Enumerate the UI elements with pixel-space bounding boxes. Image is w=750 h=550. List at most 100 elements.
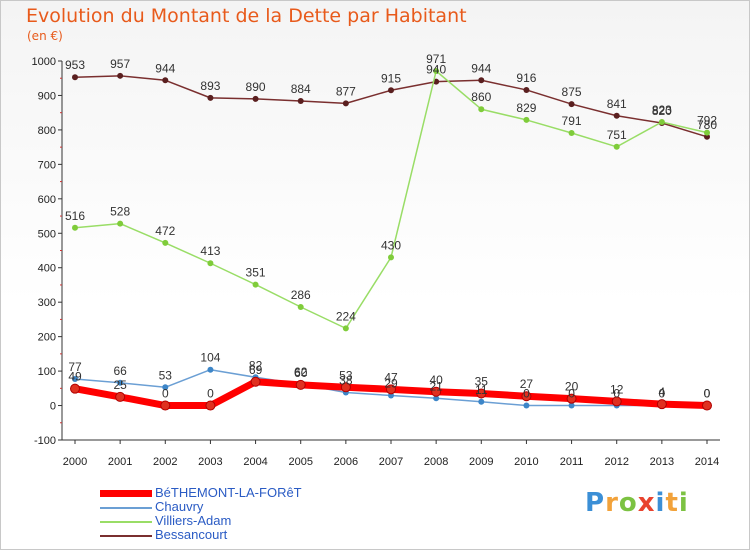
- data-label: 953: [65, 58, 85, 72]
- data-point: [568, 402, 575, 409]
- legend-label-bessancourt: Bessancourt: [155, 527, 228, 542]
- data-point: [162, 384, 169, 391]
- data-label: 11: [475, 383, 488, 397]
- data-label: 860: [471, 90, 491, 104]
- x-tick-label: 2013: [650, 456, 674, 468]
- data-label: 62: [294, 365, 308, 379]
- data-label: 971: [426, 52, 446, 66]
- logo-letter: r: [605, 488, 619, 518]
- data-label: 351: [246, 266, 266, 280]
- data-point: [72, 224, 78, 231]
- data-label: 224: [336, 309, 356, 323]
- data-point: [252, 95, 259, 102]
- logo-letter: i: [678, 488, 689, 518]
- data-point: [250, 376, 261, 387]
- logo-letter: o: [618, 488, 638, 518]
- data-point: [342, 100, 349, 107]
- y-tick-label: 300: [38, 297, 56, 309]
- data-point: [656, 399, 667, 410]
- chart-subtitle: (en €): [27, 29, 63, 43]
- data-point: [704, 133, 710, 140]
- data-label: 4: [659, 385, 666, 399]
- chart-legend: BéTHEMONT-LA-FORêT Chauvry Villiers-Adam…: [100, 485, 360, 542]
- data-point: [523, 86, 530, 93]
- data-label: 27: [520, 377, 534, 391]
- x-tick-label: 2010: [514, 456, 538, 468]
- data-point: [568, 101, 575, 108]
- data-label: 893: [200, 79, 220, 93]
- data-label: 940: [426, 63, 446, 77]
- data-label: 0: [704, 387, 711, 401]
- data-label: 780: [697, 118, 717, 132]
- data-label: 286: [291, 288, 311, 302]
- data-label: 40: [429, 373, 443, 387]
- x-tick-label: 2012: [604, 456, 628, 468]
- y-tick-label: 1000: [32, 56, 56, 68]
- y-tick-label: 700: [38, 159, 56, 171]
- data-label: 841: [607, 97, 627, 111]
- data-point: [205, 400, 216, 411]
- x-tick-label: 2000: [63, 456, 87, 468]
- data-label: 413: [200, 244, 220, 258]
- y-tick-label: 800: [38, 125, 56, 137]
- legend-label-bethemont: BéTHEMONT-LA-FORêT: [155, 485, 302, 500]
- data-label: 29: [384, 377, 398, 391]
- legend-item-villiers-adam: Villiers-Adam: [100, 513, 360, 528]
- y-tick-label: 900: [38, 90, 56, 102]
- data-point: [478, 77, 485, 84]
- data-point: [340, 382, 351, 393]
- data-label: 104: [200, 351, 220, 365]
- data-point: [297, 304, 304, 311]
- data-point: [117, 72, 124, 79]
- data-point: [566, 393, 577, 404]
- data-label: 0: [704, 387, 711, 401]
- y-tick-label: 400: [38, 263, 56, 275]
- data-point: [613, 112, 620, 119]
- data-label: 12: [610, 382, 624, 396]
- data-label: 69: [249, 363, 263, 377]
- data-point: [611, 396, 622, 407]
- logo-letter: x: [637, 488, 656, 518]
- y-tick-label: 500: [38, 228, 56, 240]
- data-point: [478, 106, 485, 113]
- x-tick-label: 2011: [560, 456, 584, 468]
- data-point: [388, 254, 394, 261]
- data-label: 20: [565, 380, 579, 394]
- data-label: 77: [68, 360, 82, 374]
- data-point: [478, 398, 485, 405]
- y-tick-label: 200: [38, 332, 56, 344]
- data-point: [521, 391, 532, 402]
- y-tick-label: -100: [34, 435, 56, 447]
- data-label: 0: [659, 387, 666, 401]
- logo-letter: t: [665, 488, 679, 518]
- data-label: 751: [607, 128, 627, 142]
- data-label: 875: [562, 85, 582, 99]
- data-label: 47: [384, 370, 398, 384]
- data-label: 877: [336, 84, 356, 98]
- data-point: [252, 281, 259, 288]
- data-label: 472: [155, 224, 175, 238]
- data-point: [568, 130, 575, 137]
- data-point: [207, 260, 214, 267]
- legend-swatch-bethemont: [100, 490, 152, 497]
- data-point: [117, 379, 124, 386]
- x-tick-label: 2002: [153, 456, 177, 468]
- legend-label-villiers-adam: Villiers-Adam: [155, 513, 232, 528]
- data-label: 0: [568, 387, 575, 401]
- data-point: [704, 129, 710, 136]
- x-tick-label: 2006: [334, 456, 358, 468]
- legend-swatch-bessancourt: [100, 535, 152, 537]
- legend-item-chauvry: Chauvry: [100, 499, 360, 514]
- data-label: 792: [697, 114, 717, 128]
- chart-title: Evolution du Montant de la Dette par Hab…: [26, 5, 467, 27]
- data-point: [433, 395, 440, 402]
- x-tick-label: 2009: [469, 456, 493, 468]
- y-tick-label: 100: [38, 366, 56, 378]
- data-point: [702, 400, 712, 411]
- data-label: 820: [652, 104, 672, 118]
- logo-letter: P: [585, 488, 606, 518]
- data-label: 915: [381, 71, 401, 85]
- x-tick-label: 2008: [424, 456, 448, 468]
- data-point: [72, 74, 78, 81]
